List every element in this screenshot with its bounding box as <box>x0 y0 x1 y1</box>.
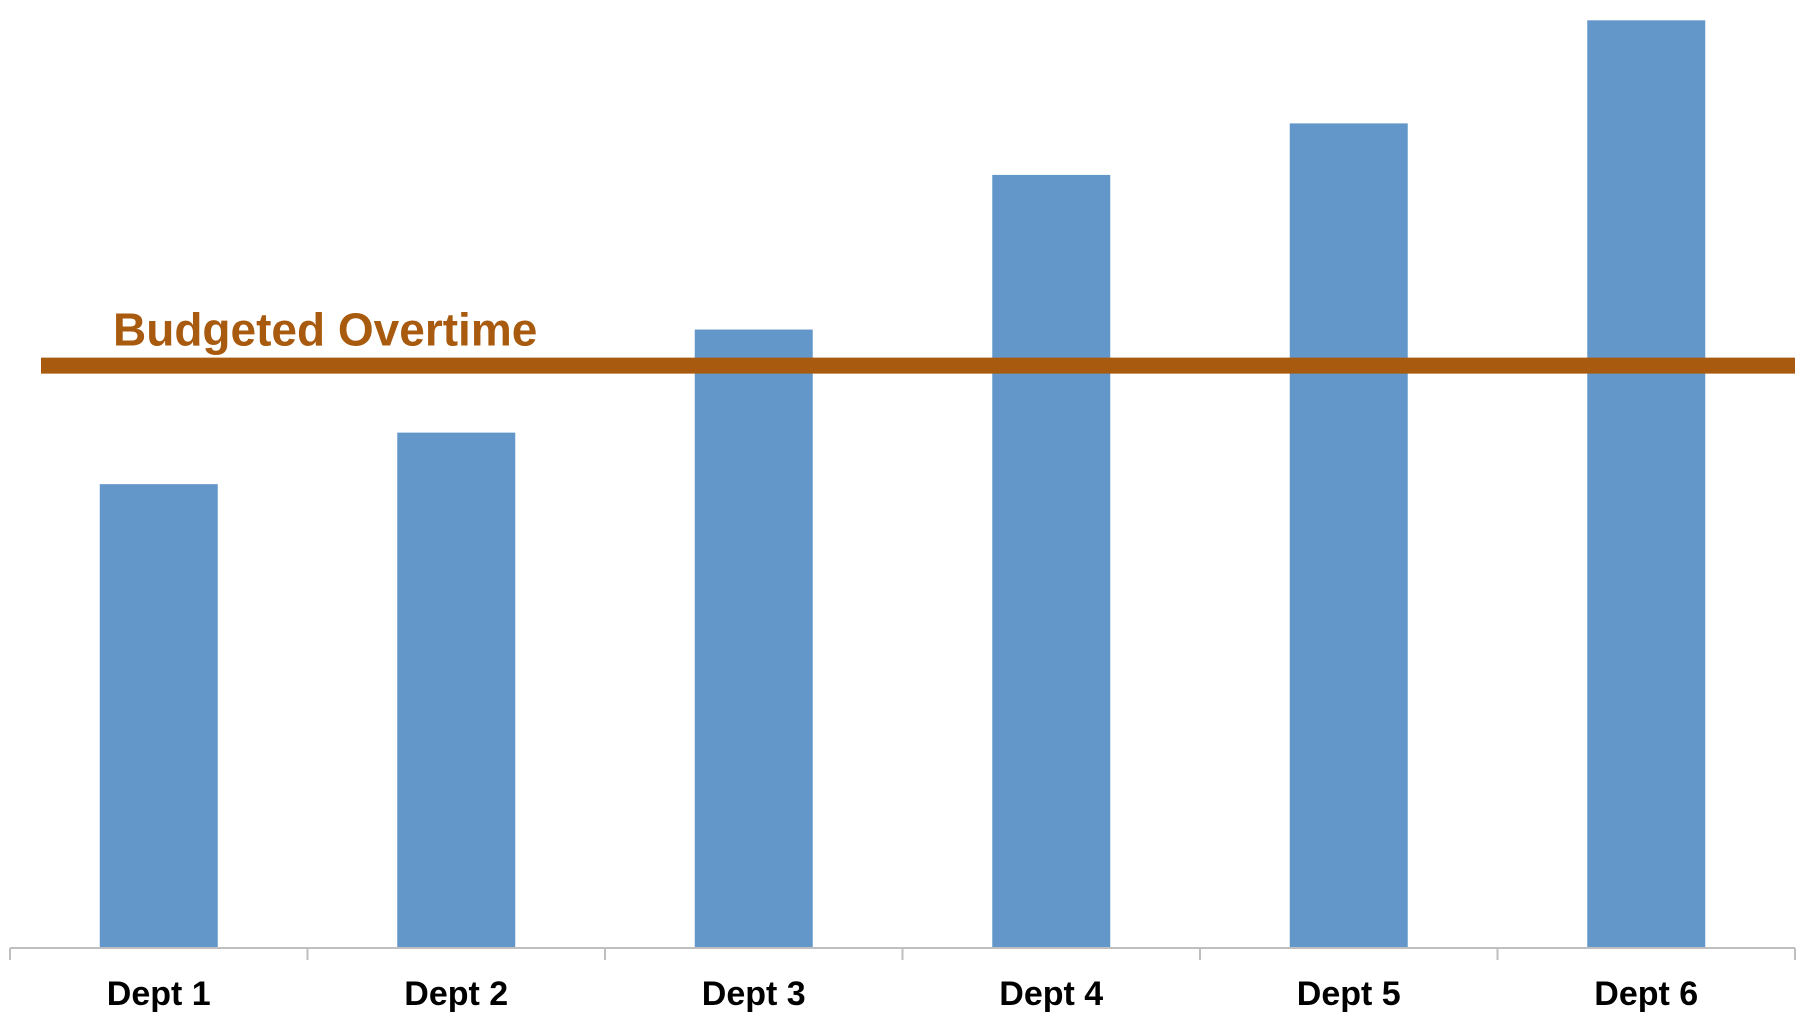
budgeted-overtime-label: Budgeted Overtime <box>113 304 537 356</box>
bar-2 <box>397 432 516 949</box>
bar-6 <box>1587 20 1706 949</box>
bar-3 <box>694 329 813 948</box>
x-tick-label-3: Dept 3 <box>702 975 806 1013</box>
bars-group <box>99 20 1706 949</box>
bar-5 <box>1289 123 1408 948</box>
x-tick-label-2: Dept 2 <box>404 975 508 1013</box>
x-axis-ticks <box>9 948 1796 960</box>
x-tick-label-4: Dept 4 <box>999 975 1103 1013</box>
bar-1 <box>99 484 218 948</box>
x-tick-label-1: Dept 1 <box>107 975 211 1013</box>
bar-4 <box>992 174 1111 948</box>
x-axis-tick-labels: Dept 1 Dept 2 Dept 3 Dept 4 Dept 5 Dept 6 <box>107 975 1698 1013</box>
x-tick-label-5: Dept 5 <box>1297 975 1401 1013</box>
x-tick-label-6: Dept 6 <box>1594 975 1698 1013</box>
